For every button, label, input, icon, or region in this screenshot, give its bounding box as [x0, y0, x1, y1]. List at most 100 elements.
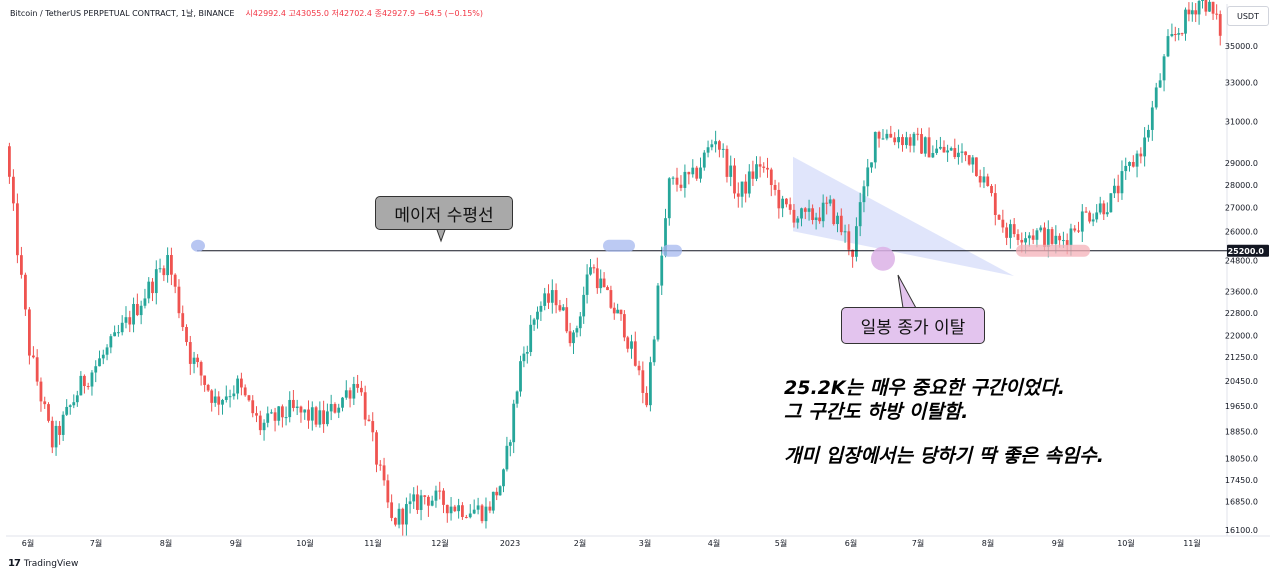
- grid: [6, 4, 1270, 537]
- candle-body: [935, 148, 939, 153]
- candle-body: [224, 396, 228, 400]
- price-tick-label: 18850.0: [1225, 428, 1258, 437]
- candle-body: [427, 496, 430, 506]
- candle-body: [50, 420, 54, 448]
- candle-body: [1031, 235, 1035, 240]
- note-line-1: 25.2K는 매우 중요한 구간이었다.: [784, 377, 1065, 399]
- candle-body: [1020, 239, 1024, 243]
- candle-body: [953, 148, 957, 158]
- price-tick-label: 23600.0: [1225, 288, 1258, 297]
- price-tick-label: 19650.0: [1225, 402, 1258, 411]
- candle-body: [243, 387, 247, 396]
- candle-body: [1170, 34, 1174, 37]
- candle-body: [299, 406, 303, 413]
- candle-body: [457, 505, 461, 512]
- candle-body: [758, 164, 762, 167]
- candle-body: [491, 491, 495, 511]
- candle-body: [866, 167, 870, 187]
- time-tick-label: 8월: [982, 538, 994, 548]
- candles: [8, 0, 1222, 536]
- candle-body: [1158, 80, 1162, 88]
- candle-body: [855, 226, 858, 257]
- candle-body: [464, 516, 468, 518]
- candle-body: [408, 501, 412, 505]
- candle-body: [836, 215, 839, 225]
- candle-body: [630, 341, 633, 349]
- candle-body: [35, 357, 39, 382]
- candle-body: [975, 157, 978, 177]
- candle-body: [375, 432, 378, 465]
- price-tick-label: 28000.0: [1225, 181, 1258, 190]
- candle-body: [626, 337, 630, 349]
- candle-body: [58, 425, 62, 435]
- candle-body: [939, 146, 942, 149]
- level-price-tag: [1227, 244, 1269, 257]
- candle-body: [65, 406, 69, 415]
- candle-body: [1147, 129, 1150, 138]
- candle-body: [982, 176, 986, 183]
- candle-body: [725, 148, 729, 177]
- price-tick-label: 24800.0: [1225, 257, 1258, 266]
- candle-body: [113, 332, 117, 337]
- candle-body: [1201, 0, 1204, 2]
- candle-body: [270, 412, 273, 414]
- candle-body: [839, 215, 843, 233]
- candle-body: [498, 486, 502, 496]
- time-tick-label: 11월: [364, 538, 382, 548]
- candle-body: [135, 303, 139, 316]
- candle-body: [652, 339, 656, 363]
- candle-body: [609, 290, 613, 308]
- candle-body: [1043, 227, 1046, 247]
- candle-body: [1050, 229, 1054, 244]
- low-label: 저: [331, 9, 339, 18]
- candle-body: [575, 328, 579, 333]
- candle-body: [675, 177, 679, 185]
- candle-body: [1154, 87, 1158, 108]
- candle-body: [177, 286, 181, 314]
- time-tick-label: 10월: [1117, 538, 1135, 548]
- time-tick-label: 9월: [1052, 538, 1064, 548]
- candle-body: [978, 176, 982, 183]
- candle-body: [419, 495, 423, 510]
- candle-body: [843, 231, 847, 233]
- candle-body: [240, 378, 243, 388]
- price-tick-label: 29000.0: [1225, 159, 1258, 168]
- candle-body: [83, 375, 86, 387]
- candle-body: [755, 164, 758, 179]
- time-tick-label: 3월: [639, 538, 651, 548]
- candle-body: [773, 185, 777, 190]
- candle-body: [1128, 161, 1131, 166]
- candle-body: [476, 505, 480, 510]
- tradingview-brand[interactable]: 17 TradingView: [8, 558, 78, 569]
- open-value: 42992.4: [252, 9, 286, 18]
- candle-body: [181, 313, 185, 328]
- candle-body: [322, 410, 326, 425]
- candle-body: [442, 490, 445, 505]
- candle-body: [367, 419, 371, 422]
- candle-body: [873, 131, 877, 163]
- candle-body: [923, 137, 927, 154]
- candle-body: [154, 269, 158, 294]
- time-tick-label: 10월: [296, 538, 314, 548]
- candle-body: [565, 307, 569, 332]
- descending-triangle: [793, 156, 1014, 276]
- marker-dot-1: [191, 239, 205, 252]
- candle-body: [213, 396, 217, 403]
- candle-body: [589, 267, 592, 275]
- candle-body: [769, 169, 773, 186]
- candle-body: [221, 399, 224, 405]
- candle-body: [1143, 137, 1147, 157]
- price-tick-label: 22000.0: [1225, 331, 1258, 340]
- candle-body: [811, 208, 814, 220]
- candle-body: [120, 322, 124, 333]
- currency-button[interactable]: USDT: [1227, 6, 1269, 26]
- candle-body: [1162, 56, 1166, 81]
- price-tick-label: 31000.0: [1225, 118, 1258, 127]
- candle-body: [1190, 10, 1194, 15]
- candle-body: [341, 397, 344, 408]
- candle-body: [281, 406, 284, 418]
- candle-body: [390, 502, 394, 518]
- candle-body: [61, 414, 65, 435]
